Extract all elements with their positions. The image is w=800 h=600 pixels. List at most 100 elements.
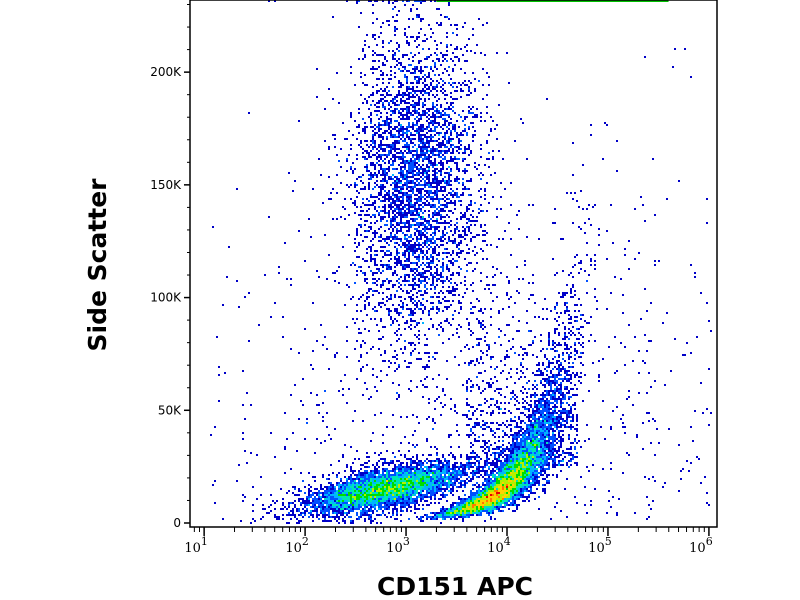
density-bin [540, 462, 542, 464]
density-bin [408, 506, 410, 508]
density-bin [470, 512, 472, 514]
density-bin [470, 232, 472, 234]
density-bin [502, 496, 504, 498]
density-bin [388, 308, 390, 310]
density-bin [528, 446, 530, 448]
density-bin [404, 236, 406, 238]
density-bin [404, 146, 406, 148]
density-bin [370, 510, 372, 512]
density-bin [412, 204, 414, 206]
density-bin [416, 500, 418, 502]
density-bin [580, 314, 582, 316]
density-bin [400, 306, 402, 308]
density-bin [582, 336, 584, 338]
density-bin [528, 482, 530, 484]
density-bin [310, 514, 312, 516]
density-bin [424, 276, 426, 278]
density-bin [552, 342, 554, 344]
density-bin [472, 474, 474, 476]
density-bin [472, 122, 474, 124]
density-bin [564, 326, 566, 328]
density-bin [536, 470, 538, 472]
density-bin [372, 60, 374, 62]
density-bin [490, 474, 492, 476]
density-bin [352, 486, 354, 488]
density-bin [478, 320, 480, 322]
density-bin [350, 470, 352, 472]
density-bin [524, 480, 526, 482]
density-bin [334, 488, 336, 490]
density-bin [476, 512, 478, 514]
density-bin [372, 12, 374, 14]
density-bin [462, 512, 464, 514]
density-bin [414, 198, 416, 200]
density-bin [404, 340, 406, 342]
density-bin [454, 516, 456, 518]
density-bin [520, 470, 522, 472]
density-bin [418, 204, 420, 206]
density-bin [530, 474, 532, 476]
density-bin [350, 496, 352, 498]
density-bin [466, 498, 468, 500]
density-bin [430, 472, 432, 474]
density-bin [388, 506, 390, 508]
density-bin [530, 438, 532, 440]
density-bin [336, 502, 338, 504]
density-bin [572, 404, 574, 406]
density-bin [410, 500, 412, 502]
density-bin [422, 148, 424, 150]
density-bin [548, 420, 550, 422]
density-bin [484, 466, 486, 468]
density-bin [398, 136, 400, 138]
density-bin [512, 502, 514, 504]
density-bin [534, 452, 536, 454]
density-bin [496, 458, 498, 460]
density-bin [414, 430, 416, 432]
density-bin [424, 472, 426, 474]
density-bin [560, 438, 562, 440]
density-bin [468, 112, 470, 114]
density-bin [360, 344, 362, 346]
density-bin [538, 364, 540, 366]
density-bin [358, 494, 360, 496]
density-bin [436, 452, 438, 454]
density-bin [320, 498, 322, 500]
density-bin [536, 412, 538, 414]
density-bin [332, 516, 334, 518]
density-bin [434, 288, 436, 290]
density-bin [332, 502, 334, 504]
density-bin [308, 472, 310, 474]
density-bin [520, 496, 522, 498]
density-bin [326, 506, 328, 508]
density-bin [536, 482, 538, 484]
density-bin [504, 462, 506, 464]
density-bin [410, 234, 412, 236]
density-bin [434, 464, 436, 466]
density-bin [364, 472, 366, 474]
density-bin [296, 510, 298, 512]
density-bin [518, 430, 520, 432]
density-bin [548, 364, 550, 366]
density-bin [424, 220, 426, 222]
density-bin [474, 470, 476, 472]
density-bin [500, 470, 502, 472]
density-bin [426, 120, 428, 122]
density-bin [342, 506, 344, 508]
density-bin [514, 432, 516, 434]
density-bin [472, 220, 474, 222]
density-bin [386, 254, 388, 256]
density-bin [402, 222, 404, 224]
density-bin [454, 462, 456, 464]
density-bin [414, 470, 416, 472]
density-bin [372, 54, 374, 56]
density-bin [528, 416, 530, 418]
density-bin [568, 318, 570, 320]
density-bin [308, 504, 310, 506]
density-bin [282, 518, 284, 520]
density-bin [354, 500, 356, 502]
density-bin [398, 210, 400, 212]
density-bin [430, 128, 432, 130]
density-bin [560, 442, 562, 444]
density-bin [410, 298, 412, 300]
density-bin [520, 446, 522, 448]
